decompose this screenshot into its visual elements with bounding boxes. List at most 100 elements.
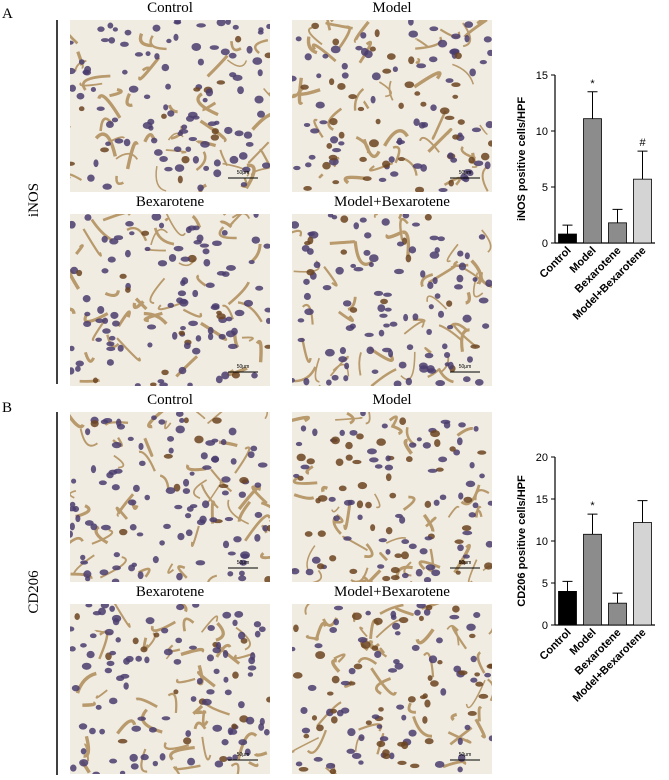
nucleus xyxy=(306,458,315,465)
nucleus xyxy=(213,668,220,675)
nucleus xyxy=(264,344,270,349)
nucleus xyxy=(266,525,270,532)
nucleus xyxy=(192,115,200,120)
septum xyxy=(82,228,102,257)
nucleus xyxy=(408,20,414,26)
nucleus xyxy=(373,290,384,296)
nucleus xyxy=(457,119,465,125)
nucleus xyxy=(429,251,440,259)
nucleus xyxy=(95,337,102,342)
nucleus xyxy=(345,454,353,461)
septum xyxy=(218,226,237,240)
x-tick-label: Control xyxy=(537,245,573,281)
nucleus xyxy=(378,538,387,543)
nucleus xyxy=(485,279,492,287)
nucleus xyxy=(325,762,336,769)
nucleus xyxy=(326,142,333,149)
image-caption: Control xyxy=(147,0,193,16)
nucleus xyxy=(467,711,477,716)
nucleus xyxy=(70,345,75,352)
septum xyxy=(126,226,148,242)
nucleus xyxy=(175,425,185,434)
septum xyxy=(248,761,259,768)
nucleus xyxy=(468,156,475,164)
nucleus xyxy=(192,289,199,298)
nucleus xyxy=(84,214,92,221)
nucleus xyxy=(148,125,154,131)
nucleus xyxy=(450,157,458,163)
nucleus xyxy=(165,487,176,495)
septum xyxy=(438,324,463,342)
nucleus xyxy=(157,379,165,384)
septum xyxy=(222,214,227,216)
nucleus xyxy=(392,622,401,630)
septum xyxy=(401,230,411,257)
nucleus xyxy=(470,655,477,663)
nucleus xyxy=(202,248,210,255)
septum xyxy=(451,625,468,650)
nucleus xyxy=(303,377,310,386)
nucleus xyxy=(100,147,109,153)
nucleus xyxy=(129,231,135,236)
nucleus xyxy=(109,605,115,612)
nucleus xyxy=(351,612,362,620)
nucleus xyxy=(213,159,221,167)
septum xyxy=(359,626,368,638)
nucleus xyxy=(374,650,382,659)
nucleus xyxy=(80,560,89,565)
nucleus xyxy=(349,429,358,436)
nucleus xyxy=(207,625,215,632)
nucleus xyxy=(180,256,191,262)
nucleus xyxy=(457,766,463,773)
nucleus xyxy=(396,704,405,710)
nucleus xyxy=(231,723,238,730)
micrograph: 50μm xyxy=(292,604,492,774)
nucleus xyxy=(415,568,423,577)
nucleus xyxy=(201,698,212,706)
nucleus xyxy=(180,298,188,305)
micrograph: 50μm xyxy=(70,20,270,192)
y-tick-label: 15 xyxy=(536,494,548,506)
micrograph: 50μm xyxy=(70,412,270,582)
nucleus xyxy=(475,681,484,687)
nucleus xyxy=(404,81,415,89)
nucleus xyxy=(384,307,392,312)
nucleus xyxy=(442,343,448,350)
nucleus xyxy=(353,222,360,230)
nucleus xyxy=(303,278,310,285)
nucleus xyxy=(487,140,492,147)
nucleus xyxy=(152,760,159,767)
nucleus xyxy=(100,524,111,531)
septum xyxy=(403,320,425,335)
nucleus xyxy=(338,485,347,492)
septum xyxy=(164,217,169,222)
nucleus xyxy=(75,360,84,367)
nucleus xyxy=(424,699,431,708)
septum xyxy=(138,450,156,472)
nucleus xyxy=(438,310,445,318)
nucleus xyxy=(133,484,140,493)
septum xyxy=(292,476,318,485)
nucleus xyxy=(293,624,299,633)
septum xyxy=(70,307,76,315)
nucleus xyxy=(115,637,121,643)
nucleus xyxy=(358,760,364,765)
nucleus xyxy=(189,471,195,476)
septum xyxy=(182,617,195,632)
septum xyxy=(179,604,188,613)
septum xyxy=(470,259,483,285)
nucleus xyxy=(70,367,75,375)
nucleus xyxy=(240,182,248,187)
nucleus xyxy=(95,318,104,324)
nucleus xyxy=(238,631,246,640)
nucleus xyxy=(403,313,409,322)
nucleus xyxy=(248,260,255,265)
nucleus xyxy=(295,441,303,447)
septum xyxy=(418,560,441,571)
nucleus xyxy=(80,643,87,648)
nucleus xyxy=(154,53,160,60)
septum xyxy=(193,479,208,499)
septum xyxy=(75,671,97,694)
nucleus xyxy=(102,317,109,324)
septum xyxy=(251,112,270,131)
